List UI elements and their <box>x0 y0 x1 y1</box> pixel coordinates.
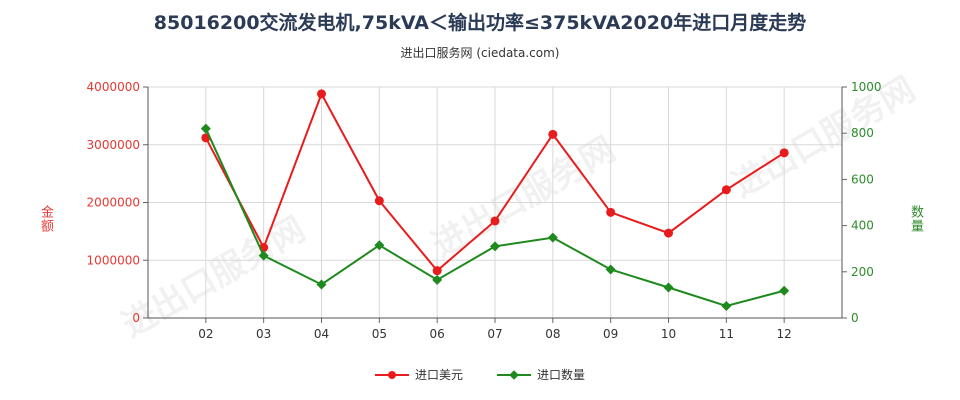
data-point-amount <box>490 216 500 226</box>
left-tick-label: 3000000 <box>87 138 140 152</box>
data-point-quantity <box>490 241 500 252</box>
x-tick-label: 10 <box>661 327 676 341</box>
left-tick-label: 4000000 <box>87 80 140 94</box>
x-tick-label: 09 <box>603 327 618 341</box>
data-point-amount <box>779 148 789 158</box>
legend-amount-label: 进口美元 <box>414 368 463 382</box>
right-tick-label: 400 <box>851 219 874 233</box>
data-point-quantity <box>432 274 443 285</box>
x-tick-label: 05 <box>372 327 387 341</box>
right-tick-label: 1000 <box>851 80 882 94</box>
x-tick-label: 11 <box>719 327 734 341</box>
data-point-quantity <box>316 279 327 290</box>
right-tick-label: 0 <box>851 311 859 325</box>
legend-amount-swatch <box>374 369 409 381</box>
data-point-quantity <box>605 264 616 275</box>
right-tick-label: 800 <box>851 126 874 140</box>
legend-quantity-label: 进口数量 <box>537 368 586 382</box>
data-point-amount <box>432 266 442 276</box>
data-point-quantity <box>374 240 385 251</box>
x-tick-label: 08 <box>545 327 560 341</box>
data-point-amount <box>374 196 384 206</box>
left-tick-label: 2000000 <box>87 196 140 210</box>
data-point-quantity <box>547 232 558 243</box>
data-point-amount <box>664 228 673 238</box>
chart-subtitle: 进出口服务网 (ciedata.com) <box>400 46 560 60</box>
data-point-amount <box>606 207 616 217</box>
data-point-amount <box>721 185 731 195</box>
right-tick-label: 600 <box>851 172 874 186</box>
x-tick-label: 07 <box>487 327 502 341</box>
chart-title: 85016200交流发电机,75kVA＜输出功率≤375kVA2020年进口月度… <box>153 12 807 34</box>
x-tick-label: 06 <box>430 327 445 341</box>
data-point-amount <box>317 89 326 99</box>
data-point-quantity <box>779 285 790 296</box>
right-axis-label: 数量 <box>908 205 923 233</box>
legend-item-amount[interactable]: 进口美元 <box>374 366 463 383</box>
x-tick-label: 02 <box>198 327 213 341</box>
left-tick-label: 1000000 <box>87 253 140 267</box>
legend-quantity-swatch <box>497 369 531 381</box>
x-tick-label: 04 <box>314 327 329 341</box>
data-point-quantity <box>721 300 732 311</box>
right-tick-label: 200 <box>851 265 874 279</box>
data-point-amount <box>548 129 558 139</box>
data-point-quantity <box>663 282 674 293</box>
left-axis-label: 金额 <box>38 205 53 233</box>
data-point-quantity <box>258 250 269 261</box>
left-tick-label: 0 <box>132 311 140 325</box>
legend: 进口美元 进口数量 <box>0 366 960 383</box>
legend-item-quantity[interactable]: 进口数量 <box>497 366 585 383</box>
x-tick-label: 12 <box>777 327 792 341</box>
x-tick-label: 03 <box>256 327 271 341</box>
data-point-quantity <box>200 123 211 134</box>
